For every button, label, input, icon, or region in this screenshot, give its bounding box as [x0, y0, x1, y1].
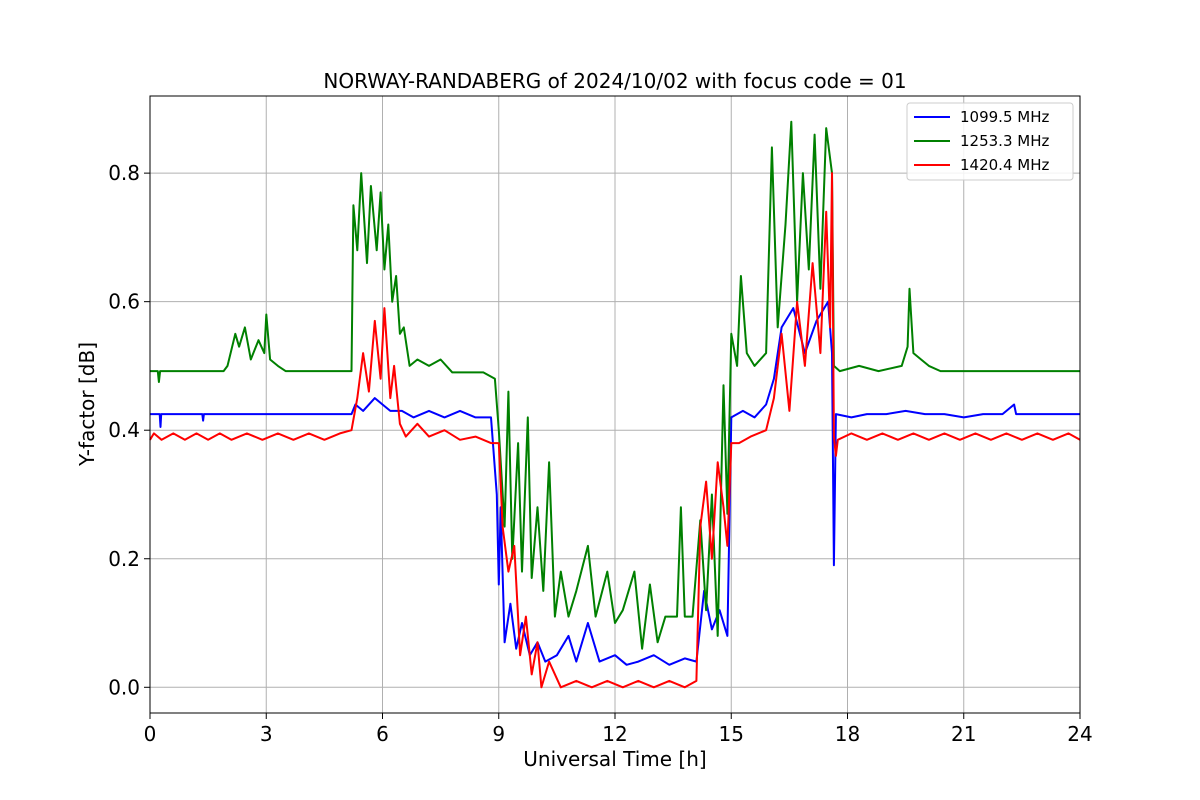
y-tick-label: 0.8	[108, 161, 140, 185]
x-axis-label: Universal Time [h]	[523, 747, 706, 771]
x-tick-label: 21	[951, 722, 976, 746]
x-tick-label: 6	[376, 722, 389, 746]
x-tick-label: 3	[260, 722, 273, 746]
series-line-1253.3	[150, 120, 1080, 650]
x-tick-label: 15	[719, 722, 744, 746]
legend-box	[906, 102, 1074, 181]
y-tick-label: 0.2	[108, 547, 140, 571]
x-tick-label: 9	[492, 722, 505, 746]
legend-label-1253: 1253.3 MHz	[960, 132, 1049, 150]
x-tick-label: 0	[144, 722, 157, 746]
y-tick-label: 0.0	[108, 675, 140, 699]
y-axis-label: Y-factor [dB]	[75, 342, 99, 467]
x-tick-label: 24	[1067, 722, 1092, 746]
series-line-1420.4	[149, 172, 1081, 689]
legend-label-1420: 1420.4 MHz	[960, 156, 1049, 174]
x-tick-label: 12	[602, 722, 627, 746]
axis-ticks: 0 3 6 9 12 15 18 21 24 0.0 0.2 0.4 0.6 0.8	[108, 161, 1093, 746]
x-tick-label: 18	[835, 722, 860, 746]
series-lines	[149, 120, 1081, 689]
y-tick-label: 0.4	[108, 418, 140, 442]
legend-label-1099: 1099.5 MHz	[960, 108, 1049, 126]
legend: 1099.5 MHz 1253.3 MHz 1420.4 MHz	[906, 102, 1074, 181]
chart-title: NORWAY-RANDABERG of 2024/10/02 with focu…	[323, 69, 906, 93]
y-tick-label: 0.6	[108, 290, 140, 314]
series-line-1099.5	[150, 300, 1080, 666]
